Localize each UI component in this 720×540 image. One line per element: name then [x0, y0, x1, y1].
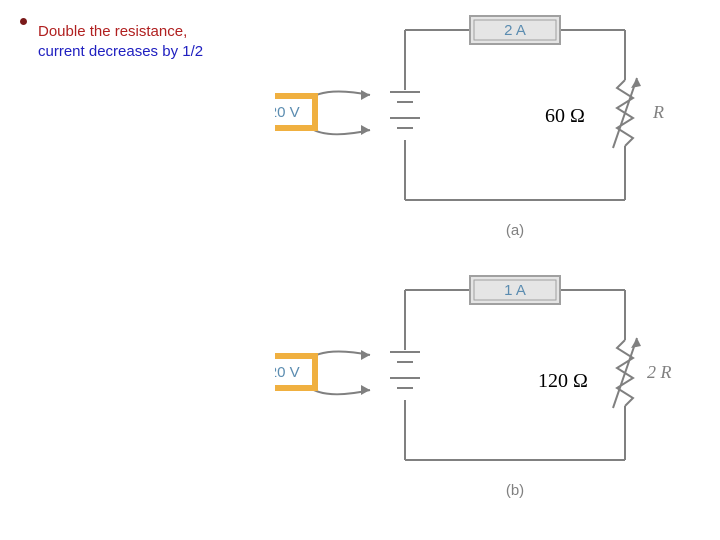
ohm-overlay-a: 60 Ω: [545, 105, 585, 128]
resistor-label-b: 2 R: [647, 362, 672, 382]
caption-line-1: Double the resistance,: [38, 22, 203, 42]
bullet-point: [20, 18, 27, 25]
ammeter-value-a: 2 A: [504, 22, 526, 39]
sublabel-b: (b): [506, 482, 524, 499]
circuit-svg-b: 1 A 120 V 2 R (b): [275, 270, 695, 520]
sublabel-a: (a): [506, 222, 524, 239]
voltmeter-value-b: 120 V: [275, 364, 300, 381]
circuit-diagram-a: 2 A 120 V R (a): [275, 10, 695, 265]
voltmeter-value-a: 120 V: [275, 104, 300, 121]
ammeter-value-b: 1 A: [504, 282, 526, 299]
caption-line-2: current decreases by 1/2: [38, 42, 203, 62]
caption-text: Double the resistance, current decreases…: [38, 22, 203, 61]
circuit-diagram-b: 1 A 120 V 2 R (b): [275, 270, 695, 525]
resistor-label-a: R: [652, 102, 664, 122]
ohm-overlay-b: 120 Ω: [538, 370, 588, 393]
circuit-svg-a: 2 A 120 V R (a): [275, 10, 695, 260]
